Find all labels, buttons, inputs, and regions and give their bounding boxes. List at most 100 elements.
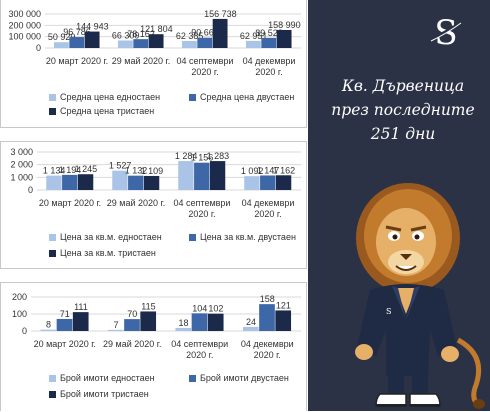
legend-swatch bbox=[189, 375, 196, 382]
x-tick-label: 04 септември bbox=[174, 198, 231, 208]
data-label: 1 147 bbox=[257, 165, 280, 175]
bar bbox=[112, 170, 128, 190]
bar bbox=[148, 34, 164, 48]
y-tick-label: 100 bbox=[12, 309, 27, 319]
bar bbox=[133, 39, 149, 48]
bar bbox=[69, 37, 85, 48]
property-count-chart: 0 100 200 8 71 111 20 март 2020 г. 7 70 115 29 май… bbox=[12, 292, 301, 399]
svg-text:S: S bbox=[386, 307, 391, 316]
data-label: 111 bbox=[74, 302, 88, 312]
data-label: 66 309 bbox=[112, 30, 140, 40]
bar bbox=[194, 162, 210, 190]
data-label: 1 092 bbox=[241, 166, 264, 176]
headline: Кв. Дървеница през последните 251 дни bbox=[322, 74, 484, 146]
x-tick-label: 04 декември bbox=[243, 56, 296, 66]
data-label: 70 bbox=[127, 309, 137, 319]
x-tick-label: 20 март 2020 г. bbox=[39, 198, 101, 208]
x-tick-label: 2020 г. bbox=[188, 209, 215, 219]
headline-line-1: Кв. Дървеница bbox=[341, 77, 465, 95]
x-tick-label: 2020 г. bbox=[186, 350, 213, 360]
bar bbox=[143, 175, 160, 190]
x-tick-label: 29 май 2020 г. bbox=[103, 339, 161, 349]
x-tick-label: 04 септември bbox=[177, 56, 234, 66]
x-tick-label: 2020 г. bbox=[255, 67, 282, 77]
data-label: 102 bbox=[208, 304, 223, 314]
bar bbox=[124, 319, 140, 331]
legend-swatch bbox=[49, 250, 56, 257]
x-tick-label: 04 декември bbox=[242, 198, 295, 208]
bar bbox=[207, 313, 224, 331]
bar bbox=[261, 37, 277, 48]
legend-label: Брой имоти тристаен bbox=[60, 389, 149, 399]
bar bbox=[260, 175, 276, 190]
data-label: 50 929 bbox=[48, 32, 76, 42]
data-label: 121 bbox=[276, 300, 291, 310]
data-label: 8 bbox=[46, 320, 51, 330]
data-label: 1 283 bbox=[207, 151, 230, 161]
data-label: 78 162 bbox=[127, 29, 155, 39]
data-label: 71 bbox=[60, 309, 70, 319]
bar bbox=[62, 174, 78, 190]
x-tick-label: 04 септември bbox=[171, 339, 228, 349]
legend-label: Цена за кв.м. двустаен bbox=[200, 232, 296, 242]
data-label: 156 738 bbox=[204, 9, 237, 19]
data-label: 90 667 bbox=[191, 28, 219, 38]
data-label: 1 132 bbox=[125, 166, 148, 176]
bar bbox=[276, 29, 292, 48]
data-label: 24 bbox=[246, 317, 256, 327]
y-tick-label: 100 000 bbox=[8, 32, 41, 42]
y-tick-label: 0 bbox=[28, 185, 33, 195]
y-tick-label: 3 000 bbox=[10, 147, 33, 157]
bar bbox=[242, 326, 259, 331]
bar bbox=[191, 313, 208, 331]
data-label: 1 109 bbox=[141, 166, 164, 176]
bar bbox=[72, 312, 89, 331]
brand-logo-icon: S bbox=[429, 13, 463, 53]
data-label: 144 943 bbox=[76, 22, 109, 32]
x-tick-label: 29 май 2020 г. bbox=[112, 56, 170, 66]
bar bbox=[245, 40, 261, 48]
y-tick-label: 1 000 bbox=[10, 172, 33, 182]
data-label: 7 bbox=[114, 320, 119, 330]
bar bbox=[181, 40, 197, 48]
bar bbox=[175, 327, 192, 331]
legend-label: Цена за кв.м. тристаен bbox=[60, 248, 156, 258]
bar bbox=[56, 318, 73, 331]
bar bbox=[259, 304, 275, 331]
data-label: 1 156 bbox=[191, 153, 214, 163]
bar bbox=[46, 175, 62, 190]
bar bbox=[244, 176, 260, 190]
data-label: 62 951 bbox=[240, 31, 268, 41]
bar bbox=[178, 161, 194, 190]
data-label: 1 194 bbox=[59, 165, 82, 175]
data-label: 62 385 bbox=[176, 31, 204, 41]
lion-mascot-icon: S bbox=[355, 183, 485, 409]
bar bbox=[140, 311, 157, 331]
legend-label: Средна цена едностаен bbox=[60, 92, 160, 102]
legend-label: Брой имоти двустаен bbox=[200, 373, 289, 383]
data-label: 158 bbox=[260, 294, 275, 304]
y-tick-label: 2 000 bbox=[10, 160, 33, 170]
legend-label: Брой имоти едностаен bbox=[60, 373, 155, 383]
sidebar: S Кв. Дървеница през последните 251 дни … bbox=[308, 0, 490, 411]
data-label: 1 134 bbox=[43, 166, 66, 176]
legend-swatch bbox=[49, 94, 56, 101]
legend-swatch bbox=[49, 108, 56, 115]
data-label: 1 527 bbox=[109, 161, 132, 171]
y-tick-label: 200 000 bbox=[8, 20, 41, 30]
bar bbox=[212, 18, 228, 48]
charts-column: 0 100 000 200 000 300 000 50 929 96 786 144 94… bbox=[0, 0, 308, 411]
bar bbox=[107, 329, 124, 331]
bar bbox=[128, 175, 144, 190]
x-tick-label: 2020 г. bbox=[191, 67, 218, 77]
y-tick-label: 300 000 bbox=[8, 9, 41, 19]
legend-swatch bbox=[49, 375, 56, 382]
legend-label: Средна цена двустаен bbox=[200, 92, 294, 102]
property-count-chart-panel: 0 100 200 8 71 111 20 март 2020 г. 7 70 115 29 май… bbox=[0, 282, 307, 411]
legend-swatch bbox=[49, 391, 56, 398]
x-tick-label: 04 декември bbox=[241, 339, 294, 349]
legend-swatch bbox=[189, 234, 196, 241]
price-per-sqm-chart-panel: 0 1 000 2 000 3 000 1 134 1 194 1 245 20 март 2… bbox=[0, 141, 307, 269]
